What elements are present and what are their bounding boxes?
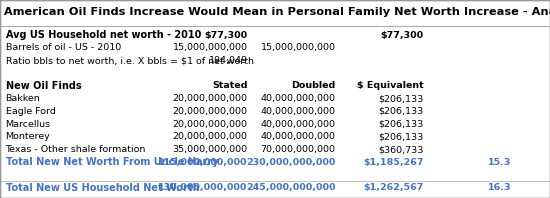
Text: $206,133: $206,133 [378,120,424,129]
Text: Bakken: Bakken [6,94,40,103]
Text: Monterey: Monterey [6,132,50,141]
Text: 115,000,000,000: 115,000,000,000 [158,158,248,167]
Text: Total New US Household Net Worth: Total New US Household Net Worth [6,183,199,193]
Text: Barrels of oil - US - 2010: Barrels of oil - US - 2010 [6,43,121,52]
Text: What American Oil Finds Increase Would Mean in Personal Family Net Worth Increas: What American Oil Finds Increase Would M… [0,7,550,17]
Text: 35,000,000,000: 35,000,000,000 [172,145,248,154]
Text: 20,000,000,000: 20,000,000,000 [173,132,248,141]
Text: Eagle Ford: Eagle Ford [6,107,56,116]
Text: $1,185,267: $1,185,267 [363,158,424,167]
Text: 194,049: 194,049 [208,56,248,65]
Text: $206,133: $206,133 [378,107,424,116]
Text: $77,300: $77,300 [205,30,248,40]
Text: 40,000,000,000: 40,000,000,000 [261,132,336,141]
Text: New Oil Finds: New Oil Finds [6,81,81,91]
Text: 70,000,000,000: 70,000,000,000 [261,145,336,154]
Text: Marcellus: Marcellus [6,120,51,129]
Text: 15,000,000,000: 15,000,000,000 [261,43,336,52]
Text: $360,733: $360,733 [378,145,424,154]
Text: 16.3: 16.3 [488,183,512,192]
Text: Stated: Stated [212,81,248,90]
Text: Doubled: Doubled [292,81,336,90]
Text: $1,262,567: $1,262,567 [363,183,424,192]
Text: Texas - Other shale formation: Texas - Other shale formation [6,145,146,154]
Text: Ratio bbls to net worth, i.e. X bbls = $1 of net worth: Ratio bbls to net worth, i.e. X bbls = $… [6,56,254,65]
Text: $206,133: $206,133 [378,94,424,103]
Text: 20,000,000,000: 20,000,000,000 [173,120,248,129]
Text: 15,000,000,000: 15,000,000,000 [173,43,248,52]
Text: Total New Net Worth From Uncle Harry: Total New Net Worth From Uncle Harry [6,157,218,167]
Text: 40,000,000,000: 40,000,000,000 [261,107,336,116]
Text: 40,000,000,000: 40,000,000,000 [261,94,336,103]
Text: $77,300: $77,300 [381,30,424,40]
Text: 20,000,000,000: 20,000,000,000 [173,94,248,103]
Text: Avg US Household net worth - 2010: Avg US Household net worth - 2010 [6,30,201,40]
Text: 130,000,000,000: 130,000,000,000 [158,183,248,192]
Text: 230,000,000,000: 230,000,000,000 [246,158,336,167]
Text: 20,000,000,000: 20,000,000,000 [173,107,248,116]
Text: $ Equivalent: $ Equivalent [357,81,424,90]
Text: $206,133: $206,133 [378,132,424,141]
Text: 15.3: 15.3 [488,158,512,167]
Text: 40,000,000,000: 40,000,000,000 [261,120,336,129]
Text: 245,000,000,000: 245,000,000,000 [246,183,336,192]
